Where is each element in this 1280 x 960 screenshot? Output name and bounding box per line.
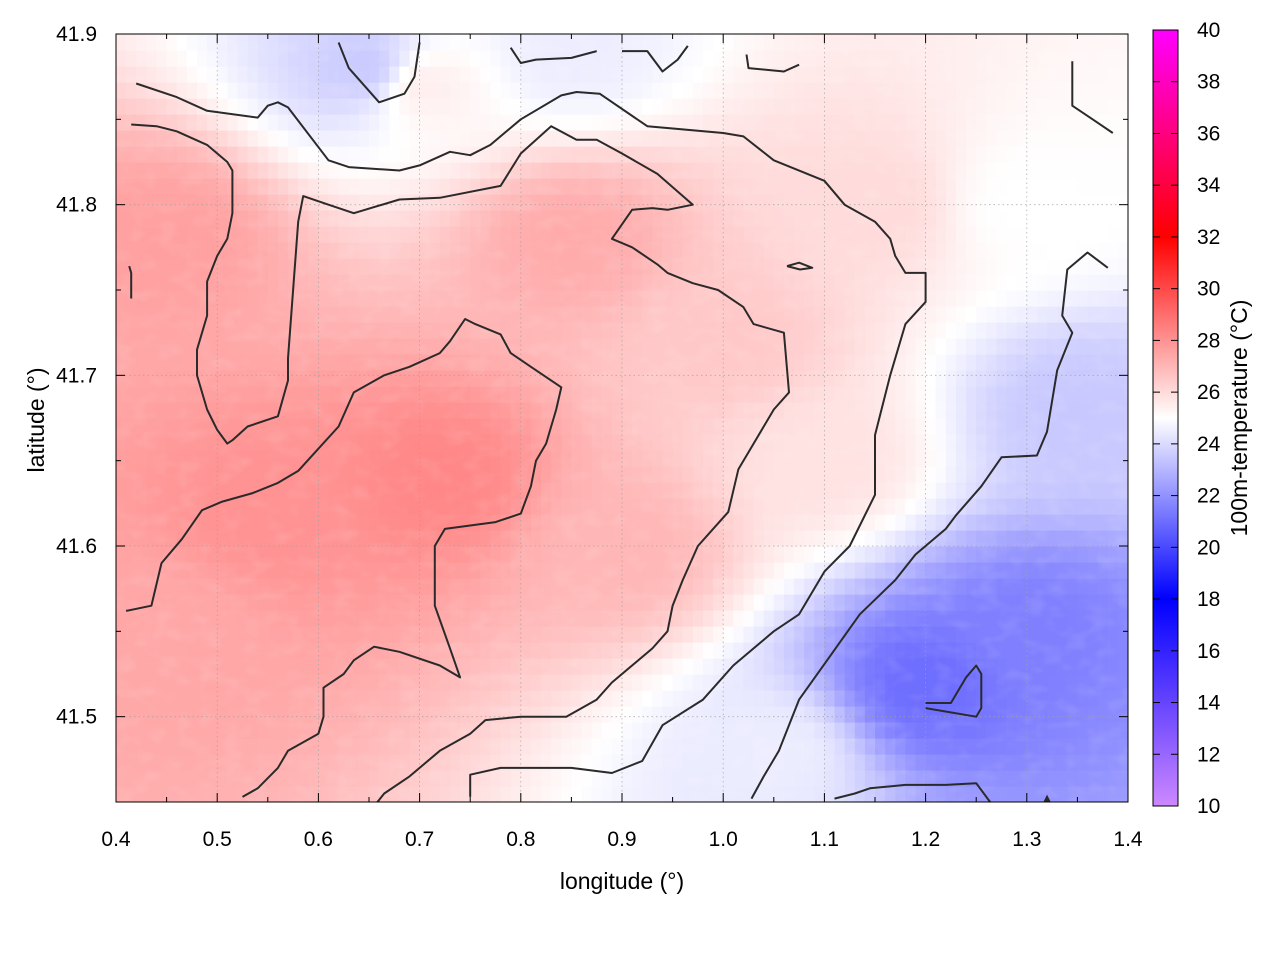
colorbar-tick-label: 32 [1197,226,1220,249]
x-tick-label: 0.5 [203,828,232,851]
x-tick-label: 1.2 [911,828,940,851]
colorbar-tick-label: 12 [1197,743,1220,766]
heatmap-plot-area [116,34,1129,811]
colorbar-tick-label: 10 [1197,795,1220,818]
colorbar-tick-label: 22 [1197,485,1220,508]
y-tick-label: 41.5 [56,706,97,729]
x-tick-label: 1.0 [709,828,738,851]
y-tick-labels: 41.5 41.6 41.7 41.8 41.9 [56,23,97,729]
colorbar-tick-label: 36 [1197,122,1220,145]
colorbar-tick-label: 20 [1197,536,1220,559]
colorbar-title: 100m-temperature (°C) [1226,300,1252,537]
colorbar-tick-label: 38 [1197,71,1220,94]
x-tick-label: 1.3 [1012,828,1041,851]
x-tick-label: 0.6 [304,828,333,851]
colorbar-tick-label: 18 [1197,588,1220,611]
colorbar-tick-label: 16 [1197,640,1220,663]
y-tick-label: 41.8 [56,194,97,217]
colorbar-tick-label: 28 [1197,329,1220,352]
y-axis-title: latitude (°) [23,367,49,472]
x-tick-label: 0.7 [405,828,434,851]
colorbar-gradient [1153,30,1178,806]
x-tick-label: 0.4 [101,828,131,851]
y-tick-label: 41.7 [56,364,97,387]
x-tick-label: 1.4 [1113,828,1143,851]
y-tick-label: 41.6 [56,535,97,558]
colorbar-tick-label: 24 [1197,433,1221,456]
x-tick-label: 1.1 [810,828,839,851]
x-tick-label: 0.9 [607,828,636,851]
y-tick-label: 41.9 [56,23,97,46]
colorbar-tick-labels: 10 12 14 16 18 20 22 24 26 28 30 32 34 36 38 40 [1197,19,1221,818]
x-tick-label: 0.8 [506,828,535,851]
colorbar-tick-label: 40 [1197,19,1220,42]
x-tick-labels: 0.4 0.5 0.6 0.7 0.8 0.9 1.0 1.1 1.2 1.3 1.4 [101,828,1143,851]
colorbar-tick-label: 26 [1197,381,1220,404]
colorbar: 10 12 14 16 18 20 22 24 26 28 30 32 34 36 38 40 [1153,19,1221,818]
colorbar-tick-label: 30 [1197,278,1220,301]
colorbar-tick-label: 14 [1197,692,1221,715]
x-axis-title: longitude (°) [560,868,684,894]
colorbar-tick-label: 34 [1197,174,1221,197]
